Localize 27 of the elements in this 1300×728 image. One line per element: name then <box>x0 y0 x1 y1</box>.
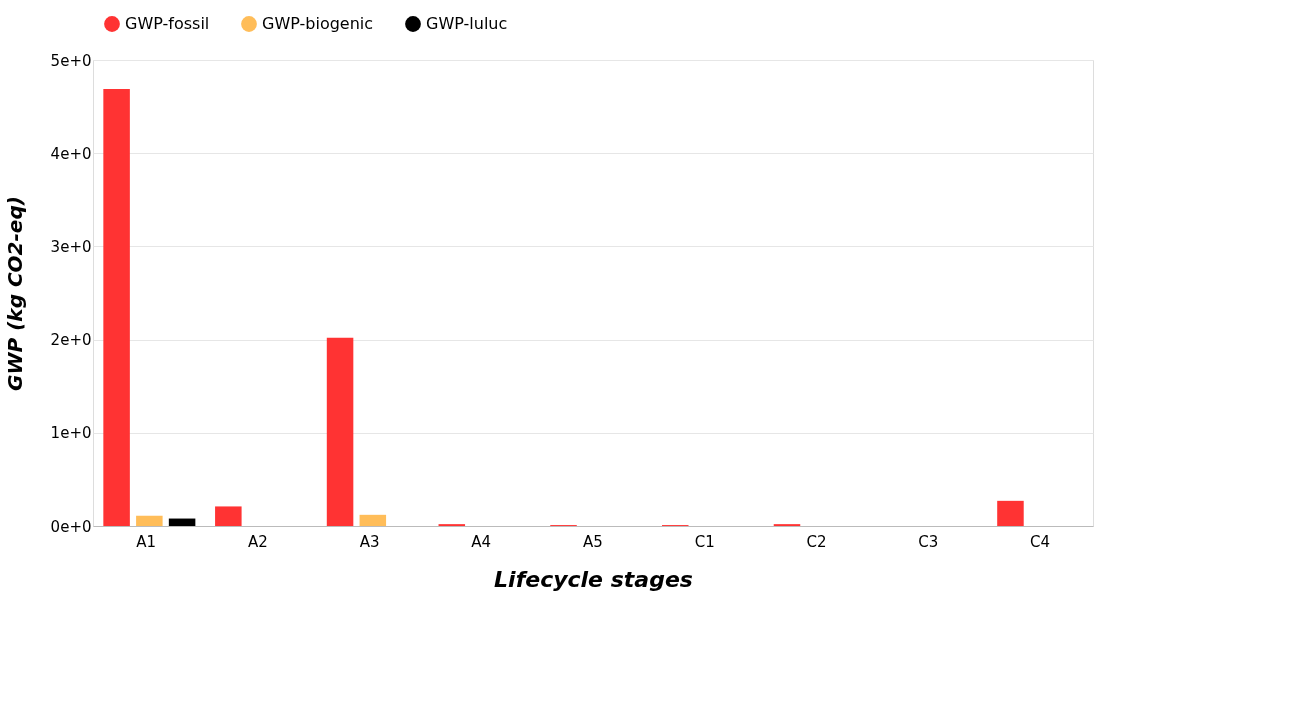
legend-label: GWP-luluc <box>426 14 508 33</box>
legend-label: GWP-biogenic <box>262 14 374 33</box>
y-tick-label: 4e+0 <box>50 144 92 163</box>
x-tick-label: C2 <box>806 532 827 551</box>
y-tick-label: 1e+0 <box>50 424 92 443</box>
bar <box>215 506 242 526</box>
x-tick-label: A1 <box>136 532 156 551</box>
x-tick-label: C3 <box>918 532 939 551</box>
y-tick-label: 0e+0 <box>50 517 92 536</box>
bar <box>326 337 354 526</box>
bar <box>103 88 130 526</box>
bar <box>136 515 163 526</box>
bar <box>168 518 196 526</box>
x-axis-title: Lifecycle stages <box>494 566 693 592</box>
x-tick-label: A3 <box>359 532 380 551</box>
x-tick-label: C4 <box>1029 532 1050 551</box>
x-tick-label: A5 <box>583 532 603 551</box>
y-tick-label: 2e+0 <box>50 331 92 350</box>
y-tick-label: 3e+0 <box>50 237 92 256</box>
x-tick-label: A2 <box>247 532 268 551</box>
bar <box>997 500 1024 526</box>
bar <box>359 514 387 526</box>
y-axis-title: GWP (kg CO2-eq) <box>2 196 27 391</box>
x-tick-label: C1 <box>694 532 715 551</box>
y-tick-label: 5e+0 <box>50 51 92 70</box>
x-tick-label: A4 <box>471 532 492 551</box>
legend-label: GWP-fossil <box>125 14 210 33</box>
